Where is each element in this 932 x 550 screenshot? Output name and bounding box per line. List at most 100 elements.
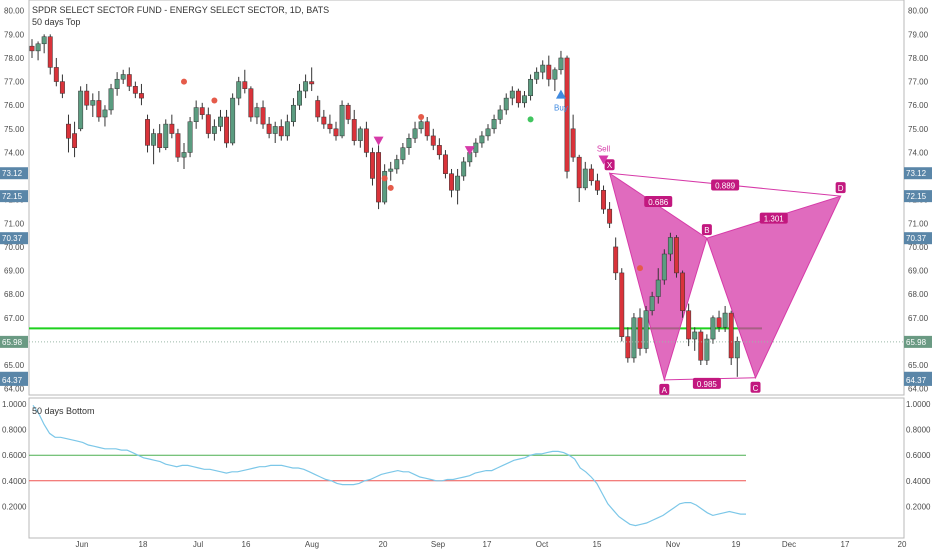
oscillator-pane-border bbox=[28, 397, 905, 539]
price-tag-right-label: 73.12 bbox=[906, 169, 927, 178]
candle-body bbox=[242, 81, 248, 89]
candle-body bbox=[388, 168, 394, 172]
candle-body bbox=[357, 128, 363, 141]
candle-body bbox=[588, 168, 594, 182]
candle-body bbox=[138, 93, 144, 99]
pattern-ratio-label: 0.985 bbox=[697, 380, 718, 389]
osc-y-tick-left: 1.0000 bbox=[2, 400, 27, 409]
y-tick-right: 67.00 bbox=[908, 314, 929, 323]
pattern-point-label: C bbox=[753, 384, 759, 393]
candle-body bbox=[230, 97, 236, 144]
candle-body bbox=[145, 119, 150, 146]
y-tick-left: 78.00 bbox=[4, 54, 25, 63]
bottom-indicator-label: 50 days Bottom bbox=[32, 406, 95, 416]
pattern-point-badge bbox=[659, 383, 670, 395]
chart-title: SPDR SELECT SECTOR FUND - ENERGY SELECT … bbox=[32, 5, 329, 15]
x-tick: 18 bbox=[139, 540, 148, 549]
buy-label: Buy bbox=[554, 104, 568, 113]
candle-body bbox=[674, 237, 679, 274]
x-tick: 20 bbox=[379, 540, 388, 549]
candle-body bbox=[297, 90, 302, 106]
x-tick: 16 bbox=[242, 540, 251, 549]
candle-body bbox=[406, 138, 412, 148]
x-tick: 17 bbox=[841, 540, 850, 549]
x-tick: 19 bbox=[732, 540, 741, 549]
y-tick-right: 75.00 bbox=[908, 125, 929, 134]
candle-body bbox=[151, 133, 157, 146]
pattern-ratio-badge bbox=[711, 179, 740, 191]
pattern-ratio-badge bbox=[759, 212, 788, 224]
sell-arrow bbox=[464, 146, 475, 156]
pattern-point-badge bbox=[750, 381, 761, 393]
candle-body bbox=[248, 88, 254, 118]
price-tag-left bbox=[0, 373, 28, 386]
y-tick-left: 67.00 bbox=[4, 314, 25, 323]
candlestick-series bbox=[29, 34, 740, 377]
y-tick-left: 70.00 bbox=[4, 243, 25, 252]
price-tag-left-label: 72.15 bbox=[2, 192, 23, 201]
osc-y-tick-right: 1.0000 bbox=[906, 400, 931, 409]
candle-body bbox=[655, 279, 661, 297]
candle-body bbox=[41, 36, 47, 45]
candle-body bbox=[303, 81, 309, 92]
pattern-point-label: A bbox=[662, 386, 668, 395]
oscillator-pane bbox=[29, 404, 746, 527]
y-tick-right: 69.00 bbox=[908, 267, 929, 276]
y-tick-right: 64.00 bbox=[908, 385, 929, 394]
candle-body bbox=[455, 175, 461, 191]
y-tick-left: 71.00 bbox=[4, 219, 25, 228]
candle-body bbox=[667, 237, 673, 255]
y-tick-right: 71.00 bbox=[908, 219, 929, 228]
price-tag-left-label: 65.98 bbox=[2, 338, 23, 347]
osc-y-tick-right: 0.8000 bbox=[906, 426, 931, 435]
x-tick: Nov bbox=[666, 540, 680, 549]
candle-body bbox=[546, 64, 552, 80]
signal-dot-red bbox=[637, 265, 643, 272]
candle-body bbox=[345, 104, 351, 120]
candle-body bbox=[363, 128, 369, 153]
price-tag-right-label: 65.98 bbox=[906, 338, 927, 347]
candle-body bbox=[59, 81, 65, 94]
pattern-ratio-badge bbox=[692, 377, 721, 389]
candle-body bbox=[430, 135, 436, 146]
osc-y-tick-right: 0.4000 bbox=[906, 477, 931, 486]
y-tick-left: 75.00 bbox=[4, 125, 25, 134]
candle-body bbox=[412, 128, 418, 139]
candle-body bbox=[570, 128, 576, 158]
sell-arrow bbox=[373, 136, 384, 146]
candle-body bbox=[509, 90, 515, 99]
candle-body bbox=[692, 331, 698, 340]
osc-y-tick-left: 0.4000 bbox=[2, 477, 27, 486]
candle-body bbox=[515, 90, 521, 104]
candle-body bbox=[601, 189, 606, 210]
candle-body bbox=[284, 121, 290, 137]
y-tick-left: 76.00 bbox=[4, 101, 25, 110]
candle-body bbox=[424, 121, 430, 137]
candle-body bbox=[260, 107, 266, 125]
candle-body bbox=[120, 74, 126, 80]
y-tick-left: 79.00 bbox=[4, 30, 25, 39]
pattern-point-label: X bbox=[607, 161, 613, 170]
pattern-ratio-label: 0.686 bbox=[648, 198, 669, 207]
candle-body bbox=[163, 123, 169, 148]
y-tick-right: 79.00 bbox=[908, 30, 929, 39]
candle-body bbox=[309, 81, 315, 85]
y-tick-left: 64.00 bbox=[4, 385, 25, 394]
x-tick: Sep bbox=[431, 540, 446, 549]
x-tick: 20 bbox=[898, 540, 907, 549]
candle-body bbox=[497, 109, 503, 120]
candle-body bbox=[716, 317, 722, 328]
candle-body bbox=[169, 123, 175, 134]
harmonic-pattern: X A B C D 0.686 0.889 1.301 0.985 bbox=[604, 159, 846, 395]
candle-body bbox=[187, 121, 193, 153]
x-tick: Jun bbox=[76, 540, 89, 549]
y-tick-right: 80.00 bbox=[908, 7, 929, 16]
candle-body bbox=[382, 171, 388, 203]
candle-body bbox=[503, 97, 509, 111]
x-tick: Aug bbox=[305, 540, 319, 549]
top-indicator-label: 50 days Top bbox=[32, 17, 80, 27]
candle-body bbox=[333, 128, 339, 137]
price-tag-right bbox=[904, 190, 932, 203]
candle-body bbox=[449, 173, 454, 191]
